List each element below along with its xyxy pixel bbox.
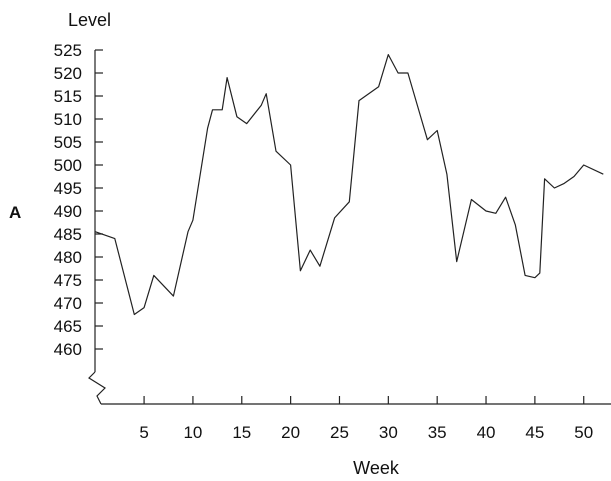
- y-tick-label: 470: [54, 294, 82, 313]
- y-tick-label: 505: [54, 133, 82, 152]
- x-tick-label: 10: [183, 423, 202, 442]
- x-axis-ticks: 5 10 15 20 25 30 35 40 45 50: [139, 396, 593, 442]
- panel-label: A: [9, 203, 21, 222]
- series-line: [95, 54, 604, 316]
- y-tick-label: 495: [54, 179, 82, 198]
- x-tick-label: 25: [330, 423, 349, 442]
- y-tick-label: 525: [54, 41, 82, 60]
- y-tick-label: 490: [54, 202, 82, 221]
- y-tick-label: 500: [54, 156, 82, 175]
- x-axis-title: Week: [353, 458, 400, 478]
- y-axis-break: [88, 371, 106, 405]
- x-tick-label: 50: [574, 423, 593, 442]
- y-axis-ticks: 460 465 470 475 480 485 490 495 500 505 510 515 520 5…: [54, 41, 103, 359]
- y-tick-label: 480: [54, 248, 82, 267]
- y-tick-label: 460: [54, 340, 82, 359]
- y-tick-label: 520: [54, 64, 82, 83]
- x-tick-label: 15: [232, 423, 251, 442]
- x-tick-label: 40: [477, 423, 496, 442]
- y-tick-label: 510: [54, 110, 82, 129]
- x-tick-label: 35: [428, 423, 447, 442]
- x-tick-label: 30: [379, 423, 398, 442]
- x-tick-label: 45: [525, 423, 544, 442]
- y-tick-label: 475: [54, 271, 82, 290]
- y-tick-label: 465: [54, 317, 82, 336]
- x-tick-label: 5: [139, 423, 148, 442]
- x-tick-label: 20: [281, 423, 300, 442]
- y-axis-title: Level: [68, 10, 111, 30]
- y-tick-label: 485: [54, 225, 82, 244]
- y-tick-label: 515: [54, 87, 82, 106]
